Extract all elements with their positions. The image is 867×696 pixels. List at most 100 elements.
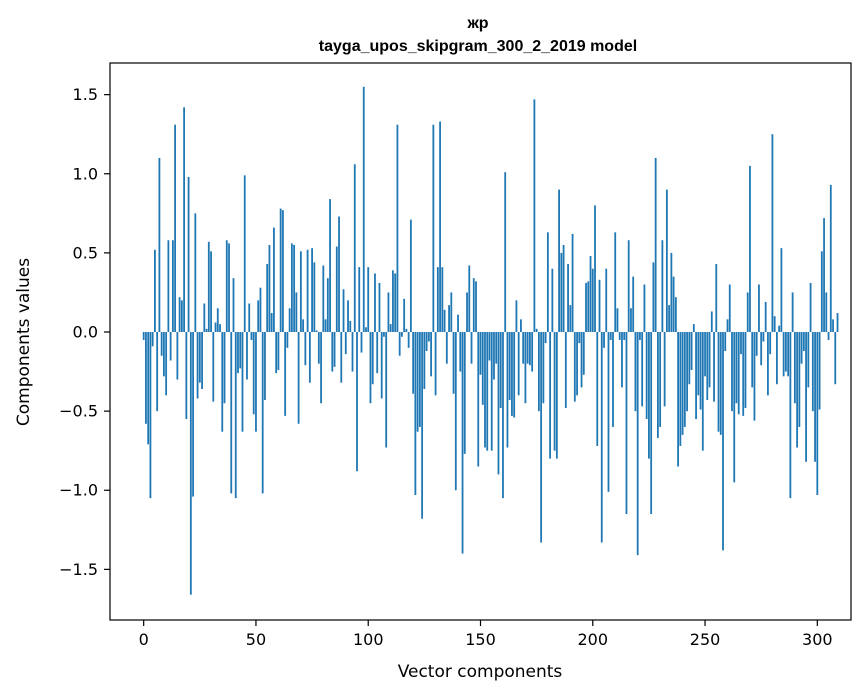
bar-190 xyxy=(569,305,572,333)
bar-133 xyxy=(441,267,444,333)
bar-259 xyxy=(724,332,727,351)
bar-102 xyxy=(371,332,374,385)
bar-172 xyxy=(529,332,531,366)
bar-49 xyxy=(252,332,255,415)
bar-149 xyxy=(477,332,480,467)
bar-173 xyxy=(531,332,534,372)
bar-214 xyxy=(623,332,626,340)
bar-295 xyxy=(805,332,807,462)
bar-209 xyxy=(612,332,614,427)
bar-165 xyxy=(513,332,516,418)
bar-184 xyxy=(555,332,558,459)
bar-301 xyxy=(818,332,821,410)
bar-246 xyxy=(695,332,697,420)
x-tick-label: 150 xyxy=(465,630,496,649)
bar-228 xyxy=(654,157,657,332)
bar-239 xyxy=(679,332,682,446)
bar-241 xyxy=(683,332,686,427)
y-tick-label: −1.0 xyxy=(59,481,98,500)
bar-121 xyxy=(414,332,417,495)
bar-161 xyxy=(504,172,507,332)
bar-273 xyxy=(755,332,758,356)
bar-279 xyxy=(769,332,772,355)
bar-180 xyxy=(546,232,549,333)
bar-27 xyxy=(203,303,206,332)
bar-253 xyxy=(710,311,713,332)
bar-5 xyxy=(154,249,156,332)
bar-3 xyxy=(149,332,152,499)
bar-103 xyxy=(374,273,376,333)
bar-58 xyxy=(273,227,275,333)
bar-244 xyxy=(690,332,693,370)
bar-120 xyxy=(412,332,415,394)
bar-142 xyxy=(461,332,464,554)
bar-21 xyxy=(189,332,192,595)
bar-25 xyxy=(198,332,201,383)
chart-title: жр xyxy=(466,15,488,32)
bar-306 xyxy=(829,184,832,332)
bar-15 xyxy=(176,332,179,380)
bar-101 xyxy=(369,332,372,404)
bar-280 xyxy=(771,134,774,333)
x-tick-label: 250 xyxy=(690,630,721,649)
bar-41 xyxy=(234,332,237,499)
bar-26 xyxy=(201,332,203,389)
bar-206 xyxy=(605,268,608,333)
bar-260 xyxy=(726,319,729,333)
bar-296 xyxy=(807,332,810,388)
bar-304 xyxy=(825,292,828,333)
bar-100 xyxy=(367,267,370,333)
bar-147 xyxy=(472,278,475,332)
bar-140 xyxy=(457,314,459,333)
bar-123 xyxy=(418,332,421,427)
bar-163 xyxy=(508,332,511,401)
bar-230 xyxy=(659,332,662,427)
bar-150 xyxy=(479,332,482,375)
bar-43 xyxy=(239,332,242,369)
bar-92 xyxy=(349,320,352,333)
bar-59 xyxy=(275,332,278,374)
bar-281 xyxy=(773,316,776,332)
bar-60 xyxy=(277,332,280,370)
bar-242 xyxy=(686,332,688,412)
bar-93 xyxy=(351,332,354,372)
chart-subtitle: tayga_upos_skipgram_300_2_2019 model xyxy=(319,38,637,55)
bar-18 xyxy=(183,107,185,333)
bar-111 xyxy=(392,270,394,332)
bar-258 xyxy=(722,332,724,551)
bar-127 xyxy=(427,332,430,342)
bar-284 xyxy=(780,248,783,333)
bar-91 xyxy=(347,300,349,333)
bar-248 xyxy=(699,332,702,410)
bar-269 xyxy=(746,292,749,333)
bar-167 xyxy=(517,332,520,396)
bar-139 xyxy=(454,332,457,491)
bar-138 xyxy=(452,332,455,394)
bar-227 xyxy=(652,262,655,333)
bar-191 xyxy=(571,233,574,333)
x-axis-label: Vector components xyxy=(398,662,563,682)
bar-156 xyxy=(493,332,495,380)
bar-137 xyxy=(450,292,453,333)
bar-309 xyxy=(836,313,839,333)
x-tick-label: 0 xyxy=(139,630,149,649)
bar-6 xyxy=(156,332,159,412)
bar-90 xyxy=(344,332,347,355)
bar-222 xyxy=(641,332,644,407)
bar-51 xyxy=(257,300,260,333)
bar-8 xyxy=(160,332,163,356)
bar-34 xyxy=(219,324,221,332)
bar-286 xyxy=(784,332,787,372)
bar-61 xyxy=(279,208,282,333)
bar-10 xyxy=(165,332,168,396)
bar-211 xyxy=(616,308,619,333)
bar-42 xyxy=(237,332,239,374)
bar-166 xyxy=(515,300,518,333)
bar-54 xyxy=(264,332,266,401)
bar-12 xyxy=(169,332,172,361)
bar-115 xyxy=(401,332,403,337)
bar-45 xyxy=(243,175,246,333)
bar-188 xyxy=(564,332,567,408)
bar-162 xyxy=(506,332,509,448)
bar-193 xyxy=(576,332,578,396)
